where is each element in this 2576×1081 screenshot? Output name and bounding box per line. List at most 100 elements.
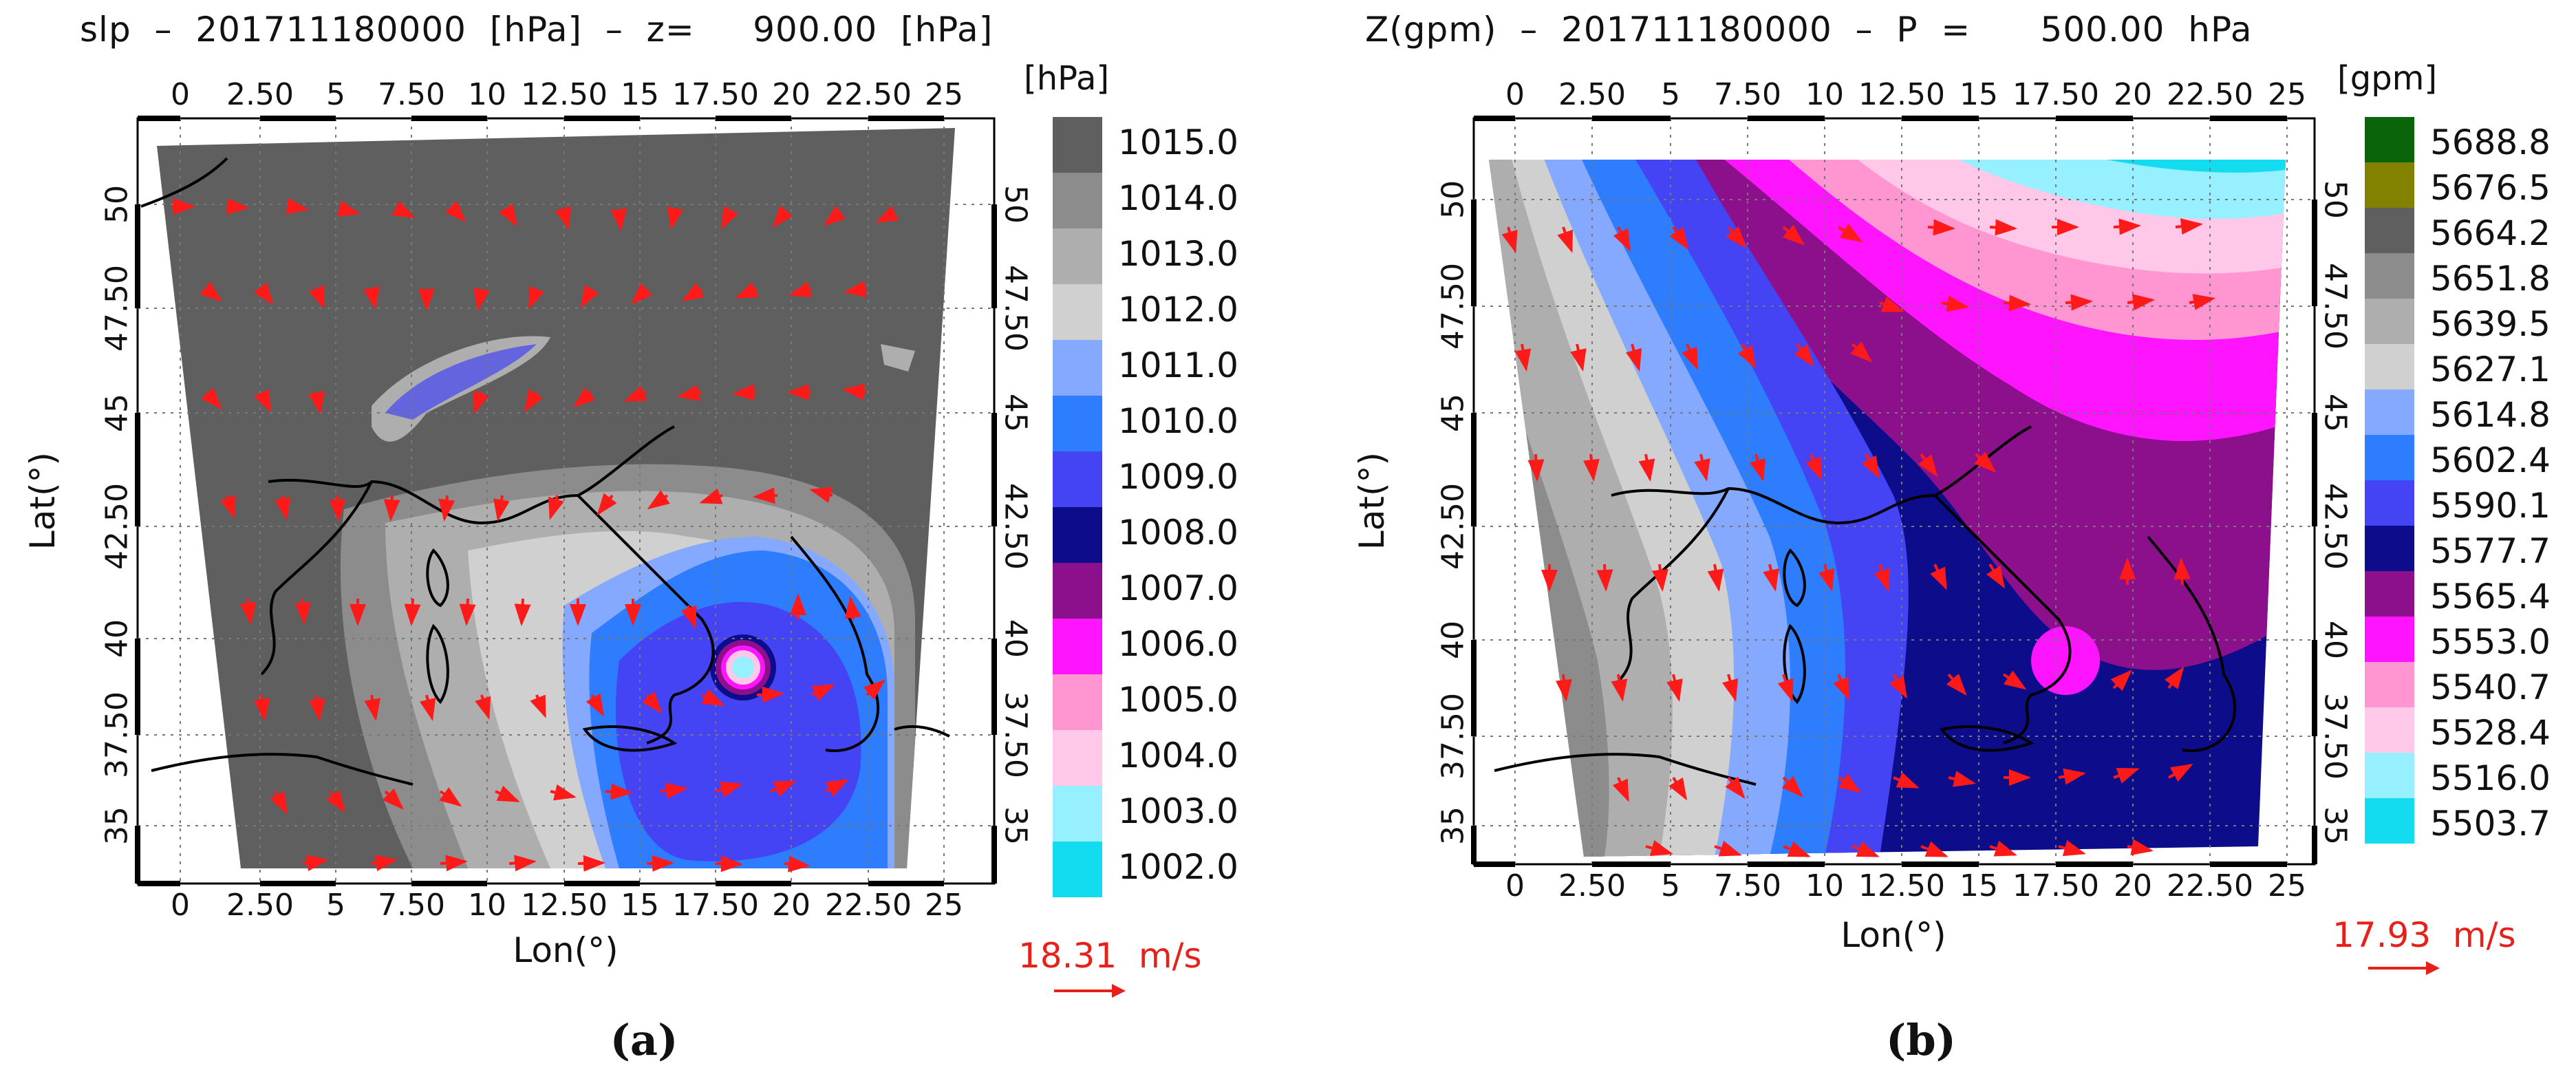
y-axis-label: Lat(°) xyxy=(1352,451,1392,550)
lat-tick: 37.50 xyxy=(1435,693,1471,780)
coastline xyxy=(140,157,950,786)
legend-label: 1007.0 xyxy=(1118,568,1238,608)
map-title: slp – 201711180000 [hPa] – z= 900.00 [hP… xyxy=(80,10,994,50)
lon-tick: 17.50 xyxy=(672,77,759,112)
legend-label: 5639.5 xyxy=(2430,304,2551,344)
lon-tick: 17.50 xyxy=(2012,868,2099,903)
lon-tick: 22.50 xyxy=(2167,77,2253,112)
wind-vectors xyxy=(1501,218,2215,857)
lon-tick: 0 xyxy=(1505,868,1525,903)
lon-tick: 5 xyxy=(326,77,345,112)
geopotential-field xyxy=(1489,160,2286,857)
legend-swatch xyxy=(2365,753,2414,798)
map-title: Z(gpm) – 201711180000 – P = 500.00 hPa xyxy=(1365,10,2253,50)
legend-label: 1008.0 xyxy=(1118,513,1238,553)
legend-label: 1014.0 xyxy=(1118,178,1238,218)
legend-label: 5590.1 xyxy=(2430,486,2551,526)
lon-tick: 10 xyxy=(1805,77,1844,112)
legend-swatch xyxy=(2365,299,2414,344)
lon-tick: 22.50 xyxy=(2167,868,2253,903)
y-axis-label: Lat(°) xyxy=(23,451,63,550)
legend-swatch xyxy=(2365,389,2414,435)
legend-label: 1015.0 xyxy=(1118,122,1238,162)
legend-swatch xyxy=(1053,674,1102,730)
lon-tick: 20 xyxy=(2114,868,2152,903)
x-axis-label: Lon(°) xyxy=(1840,915,1946,955)
wind-vectors xyxy=(172,197,899,873)
lat-tick: 40 xyxy=(2317,621,2353,659)
geopotential-map xyxy=(1471,116,2317,867)
lon-tick: 25 xyxy=(2268,77,2306,112)
legend-label: 5664.2 xyxy=(2430,213,2551,253)
lon-tick: 15 xyxy=(1960,868,1998,903)
lat-tick: 42.50 xyxy=(1435,483,1471,570)
legend-label: 1010.0 xyxy=(1118,401,1238,441)
lon-tick: 2.50 xyxy=(1558,868,1626,903)
lat-tick: 37.50 xyxy=(99,692,135,778)
lat-tick: 42.50 xyxy=(2317,483,2353,570)
lon-tick: 12.50 xyxy=(1858,868,1945,903)
legend-label: 5602.4 xyxy=(2430,440,2551,480)
legend-label: 1009.0 xyxy=(1118,457,1238,497)
lat-tick: 40 xyxy=(998,619,1033,658)
legend-swatch xyxy=(1053,396,1102,451)
lon-tick: 7.50 xyxy=(378,888,445,923)
lon-tick: 2.50 xyxy=(226,888,294,923)
lon-tick: 0 xyxy=(171,77,190,112)
lat-tick: 40 xyxy=(1435,621,1471,659)
legend-swatch xyxy=(2365,117,2414,162)
lat-tick: 35 xyxy=(2317,806,2353,845)
legend-label: 5503.7 xyxy=(2430,804,2551,844)
lon-tick: 25 xyxy=(925,77,963,112)
lon-tick: 10 xyxy=(468,888,506,923)
lat-tick: 47.50 xyxy=(99,265,135,352)
lon-tick: 22.50 xyxy=(825,888,912,923)
legend-label: 5676.5 xyxy=(2430,168,2551,208)
lon-tick: 2.50 xyxy=(226,77,294,112)
lon-tick: 20 xyxy=(2114,77,2152,112)
legend-swatch xyxy=(2365,617,2414,662)
legend-swatch xyxy=(2365,253,2414,299)
lat-tick: 42.50 xyxy=(99,483,135,570)
legend-units: [gpm] xyxy=(2337,59,2438,98)
lon-tick: 7.50 xyxy=(1714,77,1781,112)
lat-tick: 50 xyxy=(1435,180,1471,219)
legend-swatch xyxy=(2365,798,2414,844)
lat-tick: 47.50 xyxy=(998,265,1033,352)
lon-tick: 10 xyxy=(468,77,506,112)
legend-label: 5614.8 xyxy=(2430,395,2551,435)
legend-swatch xyxy=(2365,662,2414,707)
frame-ticks xyxy=(135,116,997,886)
legend-label: 5627.1 xyxy=(2430,350,2551,389)
lon-tick: 17.50 xyxy=(2012,77,2099,112)
wind-reference-arrow xyxy=(2368,961,2440,975)
legend-swatch xyxy=(1053,842,1102,897)
lon-tick: 22.50 xyxy=(825,77,912,112)
lat-tick: 45 xyxy=(2317,394,2353,432)
lon-tick: 20 xyxy=(772,888,811,923)
legend-label: 1006.0 xyxy=(1118,624,1238,664)
legend-swatch xyxy=(1053,451,1102,507)
wind-reference-label: 18.31 m/s xyxy=(1018,936,1202,976)
legend-label: 1003.0 xyxy=(1118,791,1238,831)
lon-tick: 25 xyxy=(2268,868,2306,903)
legend-swatch xyxy=(2365,435,2414,480)
lon-tick: 7.50 xyxy=(378,77,445,112)
lon-tick: 17.50 xyxy=(672,888,759,923)
lon-tick: 25 xyxy=(925,888,963,923)
lon-tick: 5 xyxy=(1661,77,1680,112)
lat-tick: 35 xyxy=(1435,806,1471,845)
lon-tick: 15 xyxy=(621,77,659,112)
lon-tick: 2.50 xyxy=(1558,77,1626,112)
legend-swatch xyxy=(1053,563,1102,619)
lat-tick: 45 xyxy=(99,394,135,432)
legend-label: 5516.0 xyxy=(2430,758,2551,798)
legend-label: 1011.0 xyxy=(1118,345,1238,385)
legend-label: 5651.8 xyxy=(2430,259,2551,299)
graticule xyxy=(138,118,994,884)
lon-tick: 5 xyxy=(1661,868,1680,903)
x-axis-label: Lon(°) xyxy=(513,930,619,970)
lat-tick: 45 xyxy=(1435,394,1471,432)
lat-tick: 35 xyxy=(998,806,1033,845)
frame-ticks xyxy=(1471,116,2317,867)
